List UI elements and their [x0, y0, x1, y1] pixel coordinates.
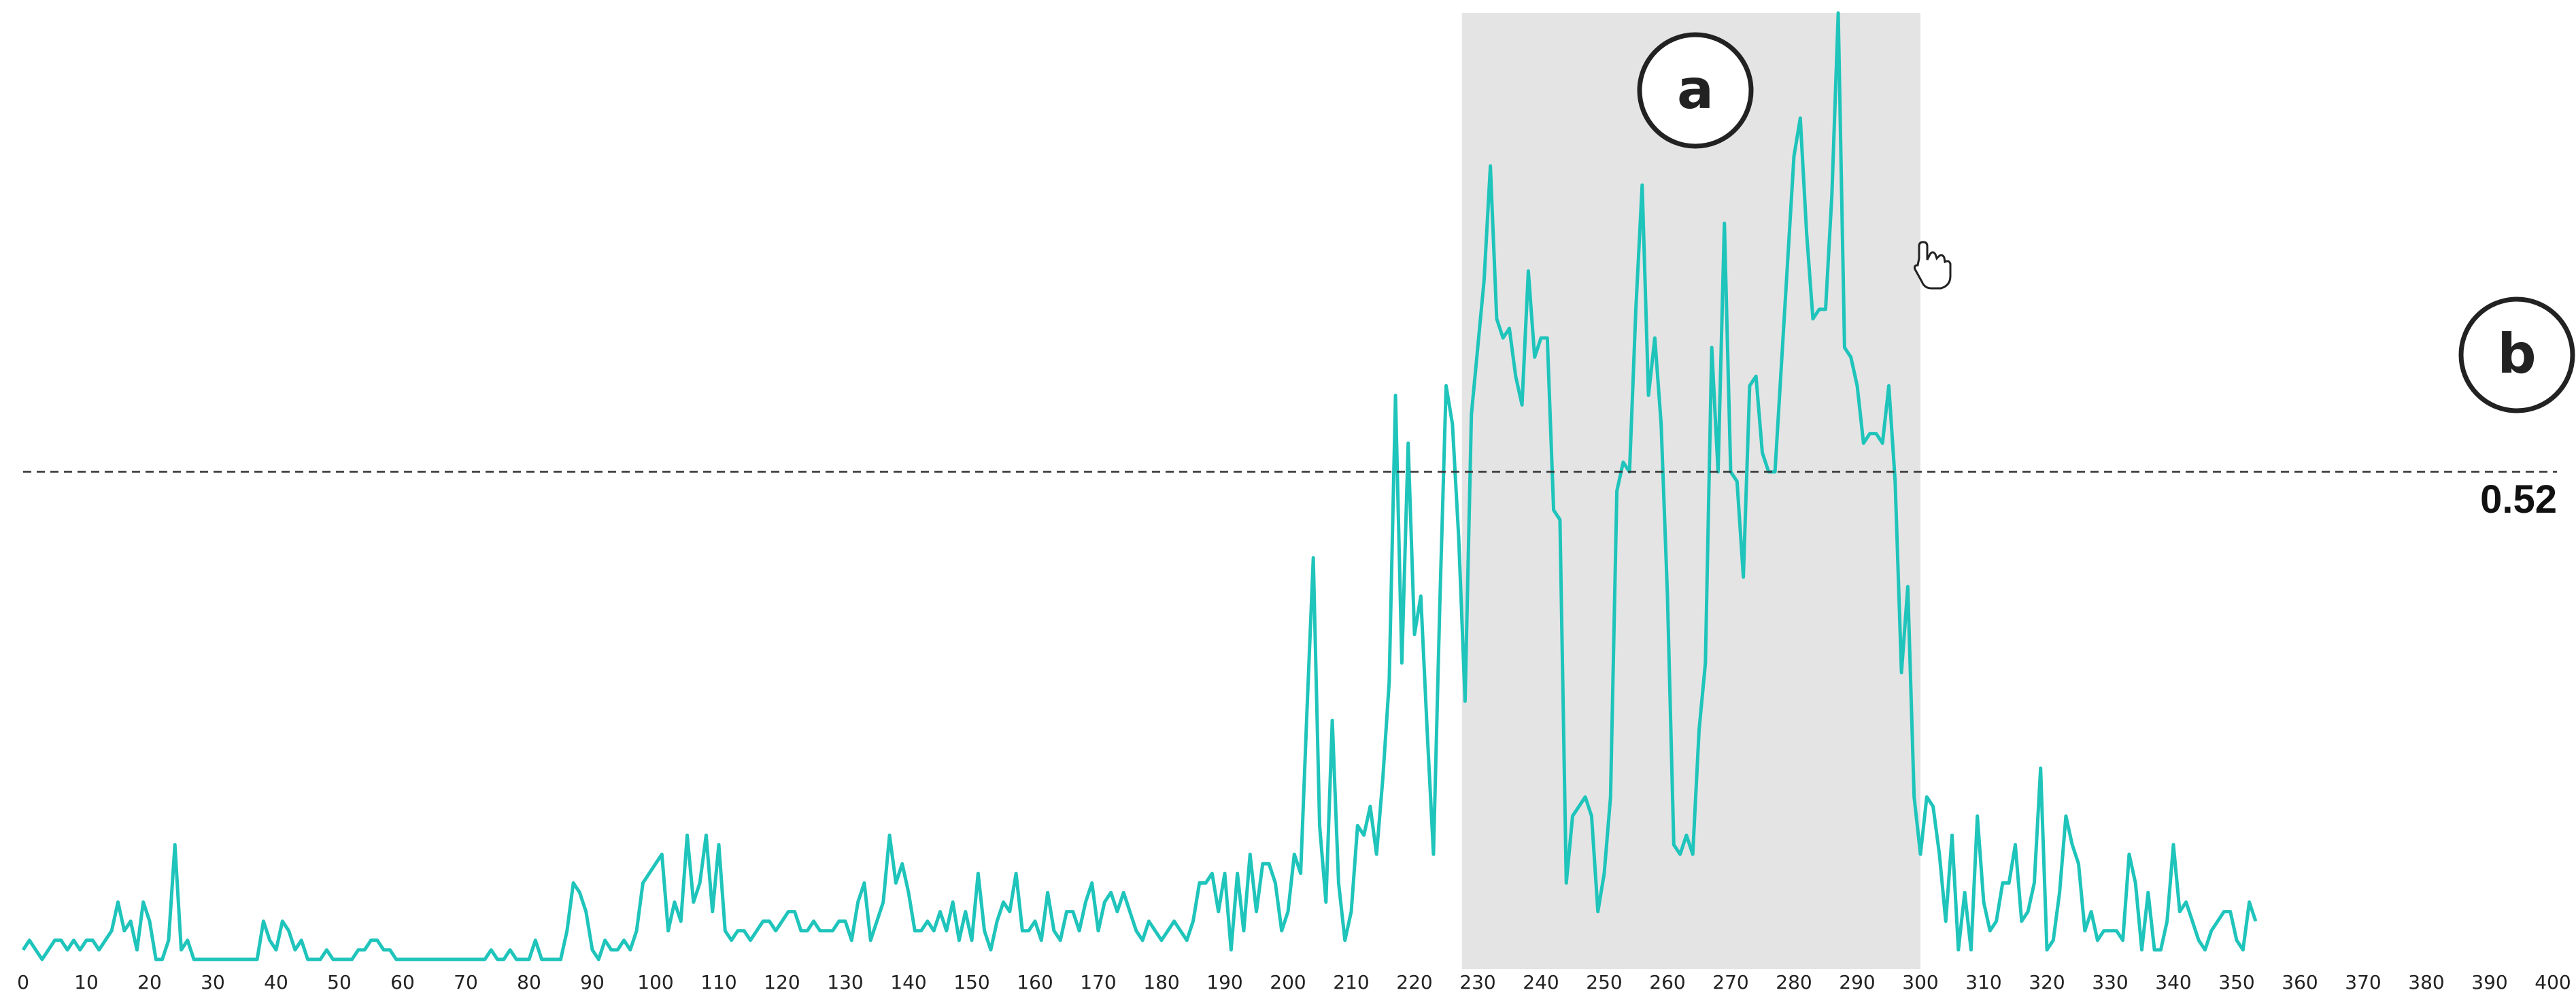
- x-tick-label: 220: [1396, 971, 1432, 993]
- x-tick-label: 120: [764, 971, 800, 993]
- x-tick-label: 20: [137, 971, 162, 993]
- x-tick-label: 180: [1143, 971, 1179, 993]
- x-tick-label: 350: [2218, 971, 2254, 993]
- x-tick-label: 190: [1206, 971, 1242, 993]
- x-tick-label: 50: [327, 971, 352, 993]
- x-tick-label: 300: [1902, 971, 1938, 993]
- x-tick-label: 80: [517, 971, 541, 993]
- x-tick-label: 380: [2408, 971, 2444, 993]
- x-tick-label: 70: [454, 971, 478, 993]
- x-tick-label: 210: [1333, 971, 1369, 993]
- x-tick-label: 240: [1523, 971, 1559, 993]
- annotation-label: b: [2497, 322, 2536, 386]
- x-tick-label: 340: [2155, 971, 2191, 993]
- x-tick-label: 310: [1965, 971, 2001, 993]
- x-tick-label: 100: [637, 971, 673, 993]
- x-tick-label: 170: [1080, 971, 1116, 993]
- x-tick-label: 90: [580, 971, 605, 993]
- cursor-icon: [1914, 241, 1952, 290]
- x-tick-label: 30: [201, 971, 225, 993]
- x-tick-label: 150: [953, 971, 989, 993]
- data-line: [21, 11, 2258, 962]
- threshold-label: 0.52: [2480, 477, 2557, 522]
- x-tick-label: 330: [2092, 971, 2128, 993]
- x-tick-label: 110: [700, 971, 736, 993]
- selection-band: [1461, 13, 1920, 969]
- annotation-label: a: [1677, 58, 1714, 121]
- x-tick-label: 200: [1270, 971, 1306, 993]
- x-tick-label: 140: [890, 971, 926, 993]
- x-tick-label: 250: [1586, 971, 1622, 993]
- x-tick-label: 280: [1776, 971, 1812, 993]
- x-tick-label: 230: [1459, 971, 1495, 993]
- x-tick-label: 370: [2345, 971, 2381, 993]
- annotation-circle: [2458, 296, 2575, 413]
- annotation-circle: [1637, 32, 1754, 149]
- x-tick-label: 400: [2535, 971, 2571, 993]
- x-tick-label: 320: [2029, 971, 2065, 993]
- x-tick-label: 10: [74, 971, 99, 993]
- x-tick-label: 360: [2282, 971, 2318, 993]
- x-tick-label: 40: [264, 971, 288, 993]
- x-tick-label: 270: [1712, 971, 1748, 993]
- x-tick-label: 290: [1839, 971, 1875, 993]
- x-tick-label: 160: [1017, 971, 1053, 993]
- x-tick-label: 0: [17, 971, 29, 993]
- x-tick-label: 390: [2471, 971, 2507, 993]
- x-tick-label: 130: [827, 971, 863, 993]
- x-tick-label: 60: [390, 971, 415, 993]
- x-tick-label: 260: [1649, 971, 1685, 993]
